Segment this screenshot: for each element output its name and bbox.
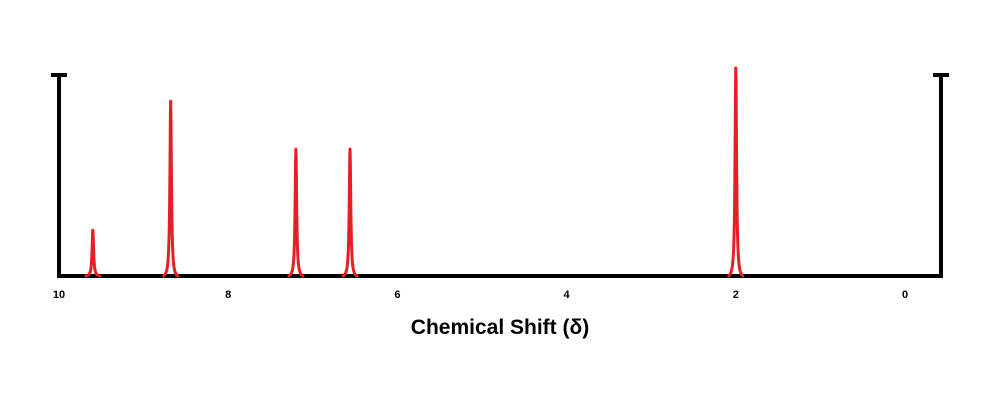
x-tick-label: 2 (733, 289, 739, 301)
spectrum-peak (84, 228, 102, 278)
spectrum-peak (162, 99, 180, 278)
x-tick-label: 0 (902, 289, 908, 301)
tick-labels-group: 10 8 6 4 2 0 (53, 289, 908, 301)
x-tick-label: 4 (564, 289, 571, 301)
x-tick-label: 6 (394, 289, 400, 301)
axes (51, 73, 949, 278)
spectrum-peak (341, 147, 359, 278)
peaks-group (84, 66, 745, 278)
spectrum-peak (287, 147, 305, 278)
x-tick-label: 10 (53, 289, 65, 301)
x-tick-label: 8 (225, 289, 231, 301)
x-axis-title: Chemical Shift (δ) (411, 316, 589, 339)
spectrum-peak (727, 66, 745, 278)
